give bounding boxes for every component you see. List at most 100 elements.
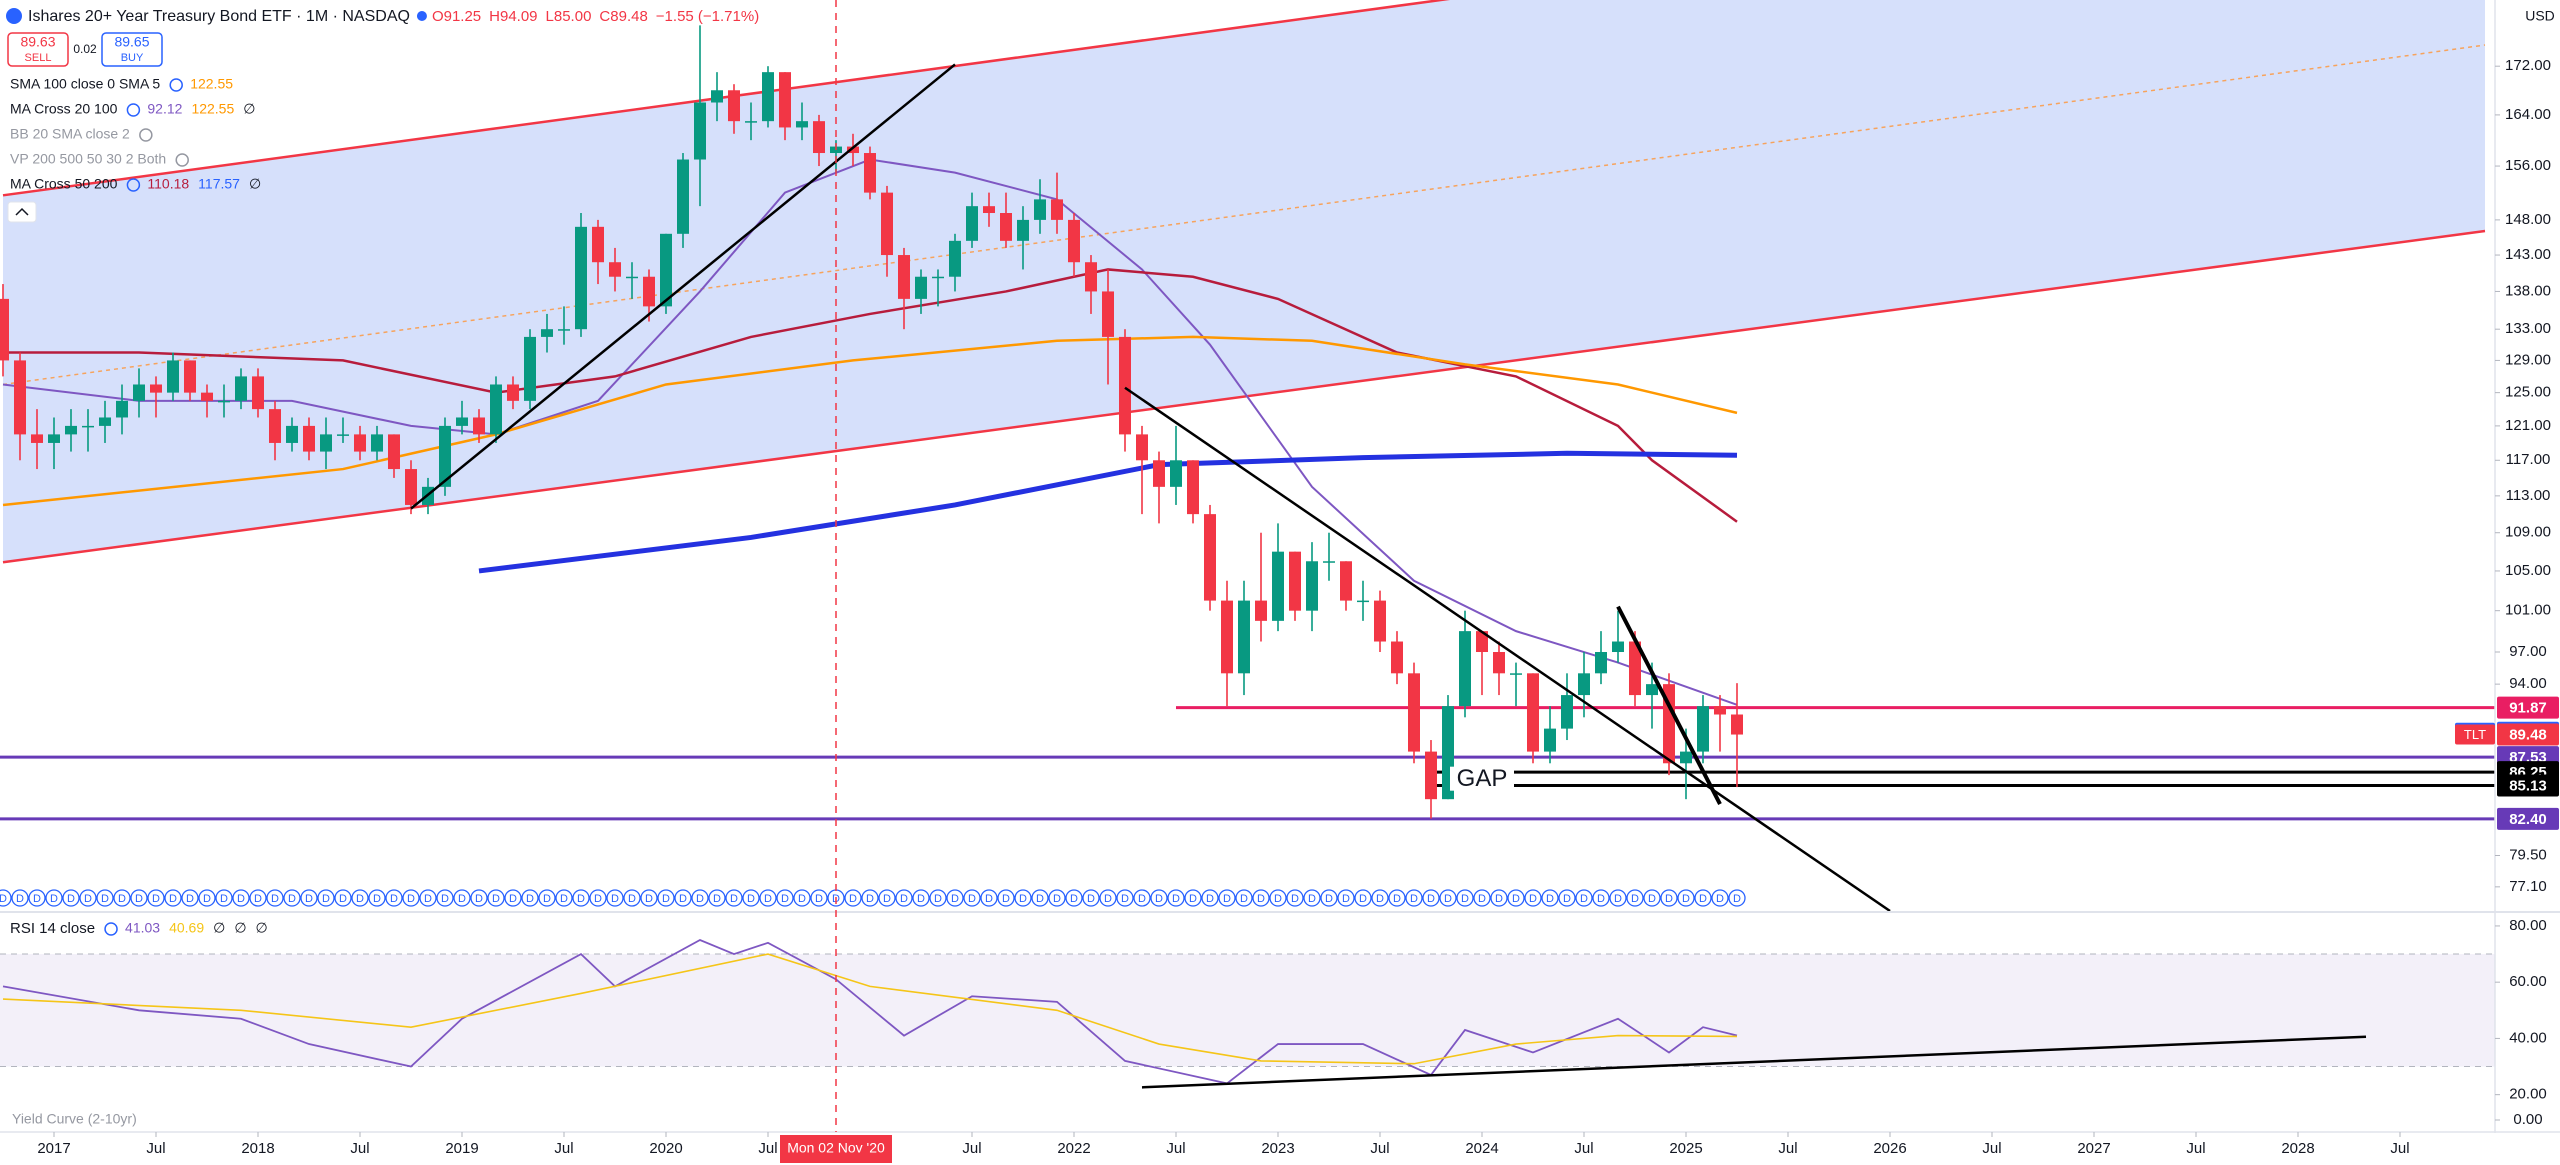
dividend-marker (1609, 889, 1627, 907)
candle-body (524, 336, 536, 401)
dividend-label: D (662, 893, 670, 905)
dividend-marker (1184, 889, 1202, 907)
ohlc-value: −1.55 (−1.71%) (656, 8, 759, 25)
candle-body (1289, 551, 1301, 611)
candle-body (14, 360, 26, 435)
y-tick-label: 148.00 (2505, 211, 2551, 228)
candle-body (303, 425, 315, 452)
y-tick-label: 113.00 (2506, 487, 2551, 504)
dividend-label: D (101, 893, 109, 905)
candle-body (541, 329, 553, 337)
currency: USD (2525, 8, 2555, 24)
dividend-marker (1252, 889, 1270, 907)
dividend-label: D (1257, 893, 1265, 905)
dividend-label: D (1206, 893, 1214, 905)
candle-body (473, 417, 485, 435)
candle-body (1000, 213, 1012, 241)
dividend-marker (1201, 889, 1219, 907)
dividend-label: D (84, 893, 92, 905)
dividend-label: D (16, 893, 24, 905)
x-tick-label: Jul (1370, 1140, 1389, 1157)
dividend-label: D (1410, 893, 1418, 905)
candle-body (337, 434, 349, 436)
candle-body (1170, 460, 1182, 487)
x-tick-label: Jul (350, 1140, 369, 1157)
x-tick-label: Jul (962, 1140, 981, 1157)
dividend-marker (1320, 889, 1338, 907)
y-tick-label: 138.00 (2505, 282, 2551, 299)
dividend-marker (657, 889, 675, 907)
candle-body (864, 153, 876, 193)
x-tick-label: Jul (1166, 1140, 1185, 1157)
x-tick-label: Jul (1982, 1140, 2001, 1157)
dividend-marker (130, 889, 148, 907)
indicator-value: 117.57 (198, 176, 240, 192)
dividend-marker (963, 889, 981, 907)
candle-body (252, 376, 264, 410)
dividend-marker (810, 889, 828, 907)
candle-body (439, 425, 451, 487)
dividend-label: D (1172, 893, 1180, 905)
candle-body (82, 425, 94, 428)
trend-line (410, 63, 956, 510)
candle-body (1204, 514, 1216, 601)
dividend-marker (1422, 889, 1440, 907)
dividend-marker (45, 889, 63, 907)
dividend-label: D (1716, 893, 1724, 905)
candle-body (1595, 652, 1607, 674)
dividend-label: D (866, 893, 874, 905)
dividend-marker (1133, 889, 1151, 907)
candle-body (575, 226, 587, 330)
dividend-label: D (1495, 893, 1503, 905)
candle-body (1221, 600, 1233, 674)
candle-body (167, 360, 179, 393)
dividend-marker (844, 889, 862, 907)
dividend-marker (164, 889, 182, 907)
dividend-label: D (1189, 893, 1197, 905)
crosshair-label: Mon 02 Nov '20 (787, 1140, 885, 1156)
candle-body (1493, 652, 1505, 674)
rsi-pane (0, 938, 2495, 1089)
dividend-marker (1405, 889, 1423, 907)
candle-body (949, 240, 961, 277)
price-tag-prefix-label: TLT (2464, 727, 2486, 742)
candle-body (1663, 684, 1675, 764)
dividend-label: D (1427, 893, 1435, 905)
y-tick-label: 143.00 (2505, 246, 2551, 263)
indicator-value: ∅ (243, 101, 255, 117)
x-tick-label: 2017 (37, 1140, 70, 1157)
candle-body (1408, 673, 1420, 752)
dividend-marker (504, 889, 522, 907)
rsi-y-tick-label: 20.00 (2509, 1086, 2547, 1103)
y-tick-label: 121.00 (2505, 417, 2551, 434)
candle-body (48, 434, 60, 443)
sell-button[interactable] (7, 32, 69, 67)
candle-body (1136, 434, 1148, 461)
price-tag (2497, 774, 2559, 797)
candle-body (116, 400, 128, 418)
dividend-label: D (815, 893, 823, 905)
rsi-y-tick-label: 80.00 (2509, 917, 2547, 934)
indicator-value: ∅ (249, 176, 261, 192)
candle-body (320, 434, 332, 452)
collapse-button[interactable] (7, 201, 37, 223)
dividend-marker (980, 889, 998, 907)
dividend-label: D (917, 893, 925, 905)
indicator-name: SMA 100 close 0 SMA 5 (10, 76, 160, 92)
dividend-label: D (951, 893, 959, 905)
dividend-label: D (730, 893, 738, 905)
dividend-label: D (1529, 893, 1537, 905)
trend-line (1616, 605, 1722, 805)
dividend-label: D (373, 893, 381, 905)
dividend-marker (436, 889, 454, 907)
dividend-label: D (1546, 893, 1554, 905)
dividend-marker (1150, 889, 1168, 907)
y-tick-label: 117.00 (2506, 451, 2551, 468)
rsi-legend-value: ∅ (234, 920, 246, 936)
dividend-label: D (577, 893, 585, 905)
buy-button[interactable] (101, 32, 163, 67)
dividend-marker (929, 889, 947, 907)
dividend-marker (1218, 889, 1236, 907)
candle-body (1476, 631, 1488, 653)
